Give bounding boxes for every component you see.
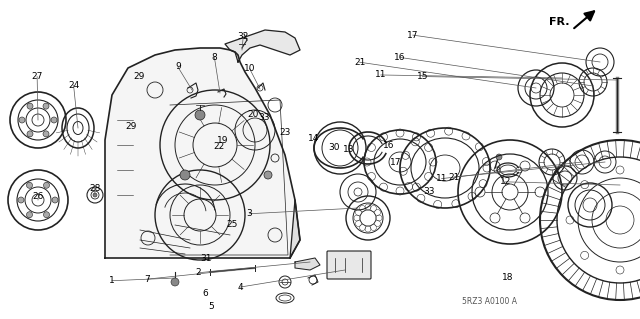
Circle shape bbox=[44, 212, 49, 218]
Text: 9: 9 bbox=[175, 63, 180, 71]
Circle shape bbox=[26, 212, 33, 218]
Text: 3: 3 bbox=[247, 209, 252, 218]
Circle shape bbox=[43, 103, 49, 109]
Text: 16: 16 bbox=[383, 141, 395, 150]
Text: 10: 10 bbox=[244, 64, 255, 73]
Circle shape bbox=[195, 110, 205, 120]
Text: 7: 7 bbox=[145, 275, 150, 284]
Circle shape bbox=[44, 182, 49, 188]
Text: 17: 17 bbox=[407, 31, 419, 40]
Text: 8: 8 bbox=[212, 53, 217, 62]
Text: 6: 6 bbox=[202, 289, 207, 298]
Circle shape bbox=[43, 131, 49, 137]
Circle shape bbox=[27, 131, 33, 137]
Text: 30: 30 bbox=[328, 143, 340, 152]
Text: 25: 25 bbox=[226, 220, 237, 229]
Circle shape bbox=[171, 278, 179, 286]
Text: 16: 16 bbox=[394, 53, 406, 62]
Text: 19: 19 bbox=[217, 136, 228, 145]
Circle shape bbox=[51, 117, 57, 123]
Text: 11: 11 bbox=[375, 70, 387, 79]
Text: 32: 32 bbox=[237, 32, 249, 41]
Polygon shape bbox=[105, 48, 300, 258]
Circle shape bbox=[26, 182, 33, 188]
Text: 18: 18 bbox=[502, 273, 513, 282]
Text: 21: 21 bbox=[449, 173, 460, 182]
Circle shape bbox=[264, 171, 272, 179]
Text: 14: 14 bbox=[308, 134, 319, 143]
Text: 26: 26 bbox=[33, 192, 44, 201]
Text: 24: 24 bbox=[68, 81, 79, 90]
Text: 31: 31 bbox=[200, 254, 212, 263]
Polygon shape bbox=[295, 258, 320, 270]
Circle shape bbox=[52, 197, 58, 203]
Circle shape bbox=[496, 154, 502, 160]
Text: 17: 17 bbox=[390, 158, 401, 167]
Circle shape bbox=[18, 197, 24, 203]
Text: 29: 29 bbox=[125, 122, 137, 130]
Polygon shape bbox=[225, 30, 300, 62]
Text: 1: 1 bbox=[109, 276, 115, 285]
FancyArrowPatch shape bbox=[574, 11, 594, 28]
Text: 33: 33 bbox=[258, 113, 269, 122]
Text: 28: 28 bbox=[89, 184, 100, 193]
Circle shape bbox=[27, 103, 33, 109]
Text: 2: 2 bbox=[196, 268, 201, 277]
Text: 5RZ3 A0100 A: 5RZ3 A0100 A bbox=[463, 298, 518, 307]
Text: 22: 22 bbox=[213, 142, 225, 151]
Text: 11: 11 bbox=[436, 174, 447, 183]
Text: 15: 15 bbox=[417, 72, 428, 81]
Text: 23: 23 bbox=[279, 128, 291, 137]
Text: 12: 12 bbox=[500, 177, 511, 186]
Circle shape bbox=[19, 117, 25, 123]
Text: 33: 33 bbox=[423, 187, 435, 196]
Text: 13: 13 bbox=[343, 145, 355, 154]
Circle shape bbox=[180, 170, 190, 180]
Text: 29: 29 bbox=[134, 72, 145, 81]
Text: FR.: FR. bbox=[550, 17, 570, 27]
Circle shape bbox=[93, 193, 97, 197]
Text: 5: 5 bbox=[209, 302, 214, 311]
Polygon shape bbox=[290, 200, 300, 258]
Text: 21: 21 bbox=[354, 58, 365, 67]
Text: 27: 27 bbox=[31, 72, 43, 81]
FancyBboxPatch shape bbox=[327, 251, 371, 279]
Text: 20: 20 bbox=[247, 110, 259, 119]
Text: 4: 4 bbox=[237, 283, 243, 292]
